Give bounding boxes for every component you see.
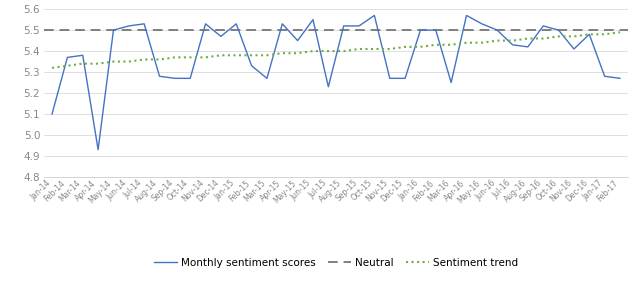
Monthly sentiment scores [233,22,240,26]
Monthly sentiment scores [508,43,516,47]
Monthly sentiment scores [540,24,547,28]
Line: Sentiment trend: Sentiment trend [52,32,620,68]
Monthly sentiment scores [171,77,179,80]
Sentiment trend [263,53,271,57]
Sentiment trend [540,37,547,40]
Sentiment trend [417,45,424,49]
Sentiment trend [325,49,332,53]
Sentiment trend [585,32,593,36]
Monthly sentiment scores [217,34,224,38]
Monthly sentiment scores [386,77,394,80]
Monthly sentiment scores [79,53,87,57]
Sentiment trend [355,47,363,51]
Sentiment trend [171,56,179,59]
Sentiment trend [555,34,562,38]
Monthly sentiment scores [48,112,56,116]
Monthly sentiment scores [278,22,286,26]
Monthly sentiment scores [125,24,133,28]
Monthly sentiment scores [63,56,71,59]
Monthly sentiment scores [340,24,347,28]
Sentiment trend [508,39,516,42]
Sentiment trend [448,43,455,47]
Sentiment trend [478,41,486,45]
Monthly sentiment scores [309,18,317,21]
Legend: Monthly sentiment scores, Neutral, Sentiment trend: Monthly sentiment scores, Neutral, Senti… [150,254,522,272]
Sentiment trend [601,32,609,36]
Monthly sentiment scores [432,28,439,32]
Sentiment trend [386,47,394,51]
Sentiment trend [186,56,194,59]
Monthly sentiment scores [355,24,363,28]
Monthly sentiment scores [94,148,102,152]
Monthly sentiment scores [110,28,117,32]
Monthly sentiment scores [524,45,532,49]
Sentiment trend [524,37,532,40]
Monthly sentiment scores [478,22,486,26]
Monthly sentiment scores [570,47,578,51]
Sentiment trend [48,66,56,70]
Sentiment trend [309,49,317,53]
Monthly sentiment scores [140,22,148,26]
Monthly sentiment scores [585,32,593,36]
Monthly sentiment scores [294,39,301,42]
Sentiment trend [202,56,209,59]
Monthly sentiment scores [555,28,562,32]
Monthly sentiment scores [202,22,209,26]
Line: Monthly sentiment scores: Monthly sentiment scores [52,16,620,150]
Monthly sentiment scores [463,14,470,17]
Monthly sentiment scores [371,14,378,17]
Monthly sentiment scores [448,81,455,84]
Neutral [63,28,71,32]
Sentiment trend [94,62,102,66]
Monthly sentiment scores [616,77,624,80]
Sentiment trend [493,39,501,42]
Sentiment trend [110,60,117,63]
Sentiment trend [432,43,439,47]
Monthly sentiment scores [248,64,256,68]
Sentiment trend [294,51,301,55]
Sentiment trend [278,51,286,55]
Monthly sentiment scores [325,85,332,88]
Sentiment trend [233,53,240,57]
Sentiment trend [63,64,71,68]
Monthly sentiment scores [601,74,609,78]
Monthly sentiment scores [417,28,424,32]
Monthly sentiment scores [156,74,164,78]
Sentiment trend [616,30,624,34]
Sentiment trend [340,49,347,53]
Sentiment trend [371,47,378,51]
Sentiment trend [125,60,133,63]
Sentiment trend [217,53,224,57]
Sentiment trend [248,53,256,57]
Monthly sentiment scores [401,77,409,80]
Sentiment trend [140,58,148,61]
Neutral [48,28,56,32]
Sentiment trend [401,45,409,49]
Sentiment trend [156,58,164,61]
Sentiment trend [79,62,87,66]
Sentiment trend [570,34,578,38]
Monthly sentiment scores [186,77,194,80]
Sentiment trend [463,41,470,45]
Monthly sentiment scores [263,77,271,80]
Monthly sentiment scores [493,28,501,32]
